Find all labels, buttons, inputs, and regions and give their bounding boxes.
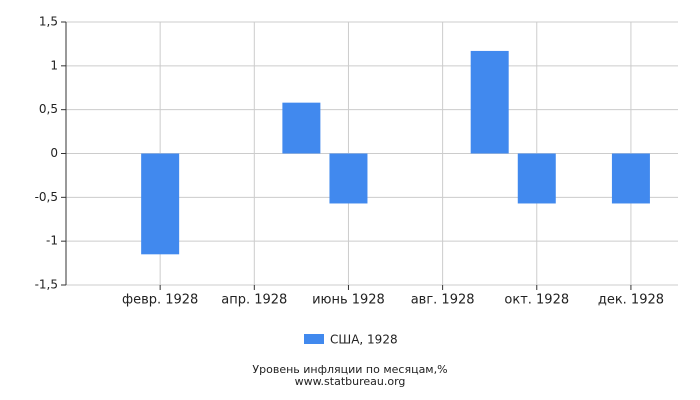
bar xyxy=(470,50,509,154)
legend-swatch xyxy=(304,334,324,344)
y-tick-label: -0,5 xyxy=(35,190,58,204)
bar xyxy=(282,102,321,154)
bar xyxy=(329,153,368,204)
y-tick-label: 1,5 xyxy=(39,15,58,29)
y-tick-label: -1,5 xyxy=(35,278,58,292)
x-tick-label: февр. 1928 xyxy=(122,293,198,308)
chart-title: Уровень инфляции по месяцам,% xyxy=(252,363,447,376)
legend-label: США, 1928 xyxy=(330,333,398,347)
x-tick-label: окт. 1928 xyxy=(504,293,569,308)
y-tick-label: 1 xyxy=(50,58,58,72)
y-tick-label: 0,5 xyxy=(39,102,58,116)
y-tick-label: -1 xyxy=(46,234,58,248)
bar xyxy=(517,153,556,204)
x-tick-label: апр. 1928 xyxy=(221,293,287,308)
x-tick-label: дек. 1928 xyxy=(598,293,664,308)
x-tick-label: авг. 1928 xyxy=(411,293,475,308)
y-tick-label: 0 xyxy=(50,146,58,160)
bar xyxy=(611,153,650,204)
bar xyxy=(141,153,180,255)
chart-subtitle: www.statbureau.org xyxy=(295,375,406,388)
x-tick-label: июнь 1928 xyxy=(312,293,385,308)
